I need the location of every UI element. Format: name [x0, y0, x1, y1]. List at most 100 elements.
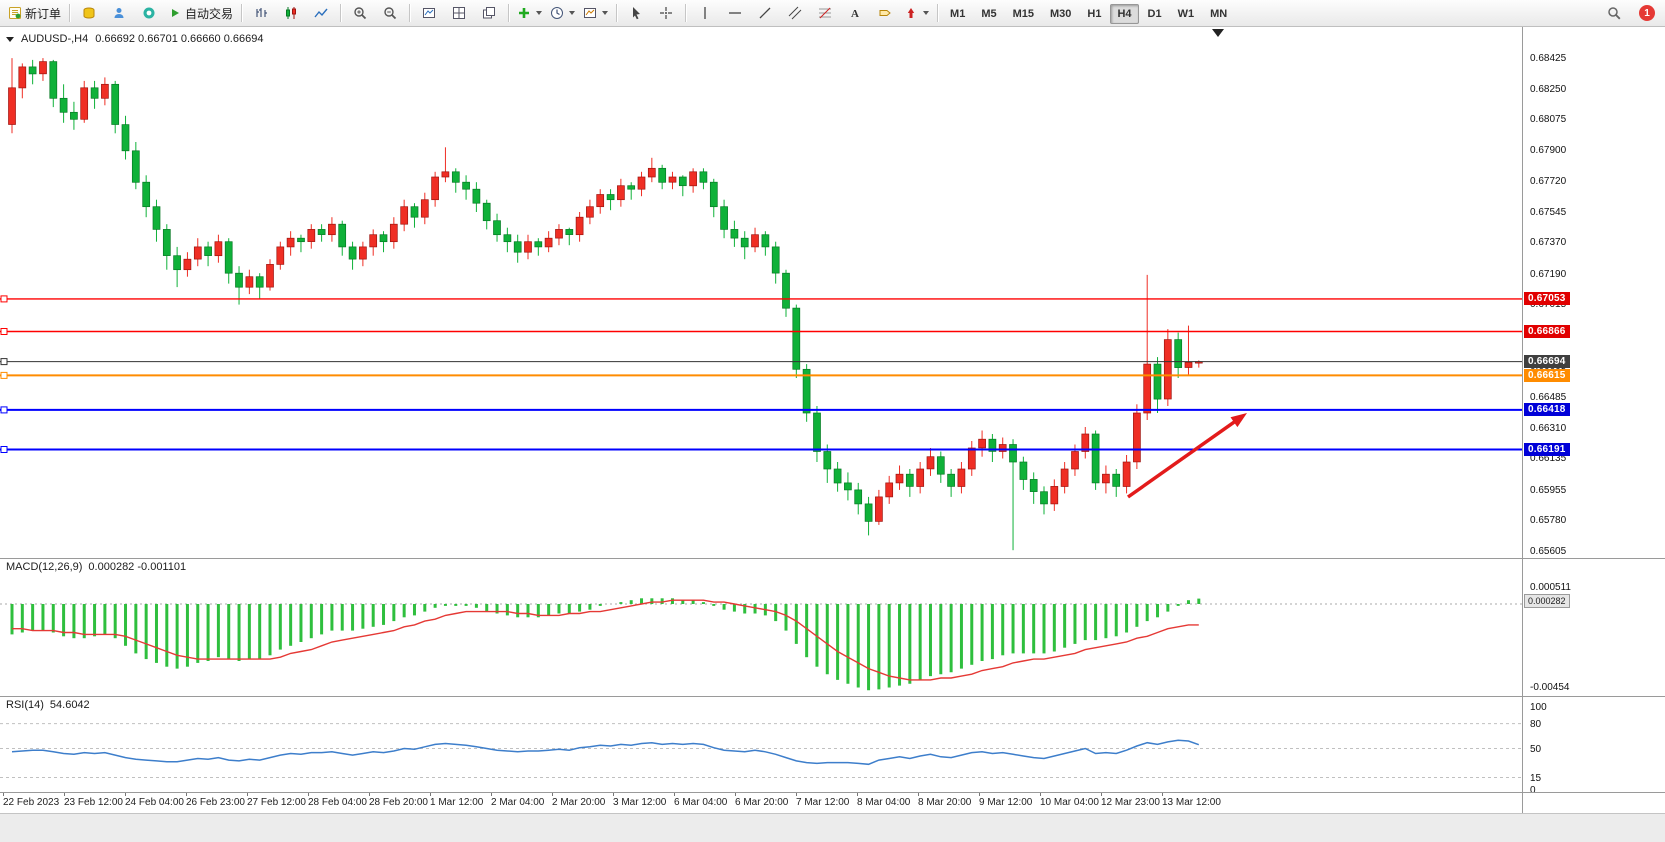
- candle: [534, 241, 543, 248]
- tf-button-M30[interactable]: M30: [1050, 8, 1072, 20]
- candle: [740, 237, 749, 248]
- cursor-button[interactable]: [621, 1, 651, 25]
- time-axis-tick: [64, 792, 65, 796]
- zoom-out-button[interactable]: [375, 1, 405, 25]
- tf-button-D1[interactable]: D1: [1147, 8, 1162, 20]
- templates-button[interactable]: [579, 1, 612, 25]
- candle: [689, 171, 697, 187]
- bar-chart-icon: [254, 6, 268, 20]
- tf-button-M1[interactable]: M1: [950, 8, 966, 20]
- crosshair-button[interactable]: [651, 1, 681, 25]
- candle: [699, 171, 708, 183]
- rsi-axis-label: 50: [1530, 744, 1542, 755]
- candle: [39, 61, 47, 75]
- panel-separator[interactable]: [0, 696, 1665, 697]
- candlestick-button[interactable]: [276, 1, 306, 25]
- label-button[interactable]: [870, 1, 900, 25]
- candle: [431, 176, 439, 201]
- time-axis-label: 13 Mar 12:00: [1162, 797, 1221, 808]
- fibonacci-button[interactable]: [810, 1, 840, 25]
- candle: [297, 237, 305, 243]
- price-axis[interactable]: 0.68425 0.68250 0.68075 0.67900 0.67720 0.675…: [1522, 27, 1665, 813]
- candle: [1071, 451, 1079, 470]
- price-axis-label: 0.67900: [1530, 145, 1567, 156]
- market-icon: [82, 6, 96, 20]
- panel-separator[interactable]: [0, 558, 1665, 559]
- community-button[interactable]: [134, 1, 164, 25]
- time-axis-label: 8 Mar 20:00: [918, 797, 972, 808]
- indicators-button[interactable]: [513, 1, 546, 25]
- zoom-in-button[interactable]: [345, 1, 375, 25]
- time-axis-label: 7 Mar 12:00: [796, 797, 850, 808]
- candle: [936, 456, 945, 475]
- hline-anchor: [0, 371, 8, 379]
- candle: [482, 202, 491, 222]
- line-chart-button[interactable]: [306, 1, 336, 25]
- chart-menu-icon[interactable]: [6, 36, 14, 42]
- candle: [193, 246, 202, 260]
- notification-badge[interactable]: 1: [1639, 5, 1655, 21]
- bar-chart-button[interactable]: [246, 1, 276, 25]
- time-axis[interactable]: 22 Feb 2023 23 Feb 12:00 24 Feb 04:00 26 Fe…: [0, 792, 1522, 813]
- zoom-out-icon: [383, 6, 397, 20]
- candle: [70, 111, 78, 120]
- new-chart-button[interactable]: [414, 1, 444, 25]
- candle: [451, 171, 460, 183]
- price-chart-pane[interactable]: [0, 27, 1522, 558]
- horizontal-line-button[interactable]: [720, 1, 750, 25]
- tf-button-W1[interactable]: W1: [1177, 8, 1195, 20]
- price-axis-label: 0.66135: [1530, 453, 1567, 464]
- time-axis-label: 10 Mar 04:00: [1040, 797, 1099, 808]
- candle: [988, 438, 997, 452]
- price-axis-label: 0.67190: [1530, 269, 1567, 280]
- cascade-windows-button[interactable]: [474, 1, 504, 25]
- autotrade-icon: [168, 6, 182, 20]
- shapes-button[interactable]: [900, 1, 933, 25]
- new-order-button[interactable]: 新订单: [4, 1, 65, 25]
- time-axis-tick: [613, 792, 614, 796]
- time-axis-tick: [1101, 792, 1102, 796]
- candle: [1081, 433, 1090, 452]
- period-icon: [550, 6, 564, 20]
- chevron-down-icon: [602, 11, 609, 15]
- tf-button-H4[interactable]: H4: [1110, 4, 1139, 24]
- horizontal-lines-group[interactable]: [0, 295, 1522, 453]
- price-axis-label: 0.65605: [1530, 546, 1567, 557]
- toolbar-separator: [508, 4, 510, 22]
- tf-button-M15[interactable]: M15: [1012, 8, 1034, 20]
- tile-windows-button[interactable]: [444, 1, 474, 25]
- tf-button-MN[interactable]: MN: [1210, 8, 1228, 20]
- tf-button-M5[interactable]: M5: [981, 8, 997, 20]
- price-axis-label: 0.68250: [1530, 84, 1567, 95]
- horizontal-line-icon: [728, 6, 742, 20]
- candle: [575, 216, 584, 236]
- candle: [864, 503, 873, 522]
- text-button[interactable]: A: [840, 1, 870, 25]
- market-button[interactable]: [74, 1, 104, 25]
- candle: [916, 468, 925, 487]
- time-axis-tick: [491, 792, 492, 796]
- vertical-line-button[interactable]: [690, 1, 720, 25]
- time-axis-tick: [1162, 792, 1163, 796]
- tf-button-H1[interactable]: H1: [1087, 8, 1102, 20]
- search-icon[interactable]: [1599, 1, 1629, 25]
- candle: [1102, 473, 1110, 484]
- hline-anchor: [0, 406, 8, 414]
- rsi-pane[interactable]: [0, 696, 1522, 792]
- macd-pane[interactable]: [0, 558, 1522, 696]
- new-chart-icon: [422, 6, 436, 20]
- periods-button[interactable]: [546, 1, 579, 25]
- trendline-button[interactable]: [750, 1, 780, 25]
- trend-arrow-annotation[interactable]: [1126, 413, 1247, 499]
- candle: [142, 181, 151, 208]
- candle: [245, 276, 254, 288]
- fibonacci-icon: [818, 6, 832, 20]
- profile-button[interactable]: [104, 1, 134, 25]
- channel-button[interactable]: [780, 1, 810, 25]
- candle: [1029, 479, 1038, 492]
- toolbar-separator: [69, 4, 71, 22]
- autotrade-button[interactable]: 自动交易: [164, 1, 237, 25]
- candle: [379, 234, 388, 243]
- chart-shift-marker[interactable]: [1212, 29, 1224, 37]
- candle: [544, 237, 553, 248]
